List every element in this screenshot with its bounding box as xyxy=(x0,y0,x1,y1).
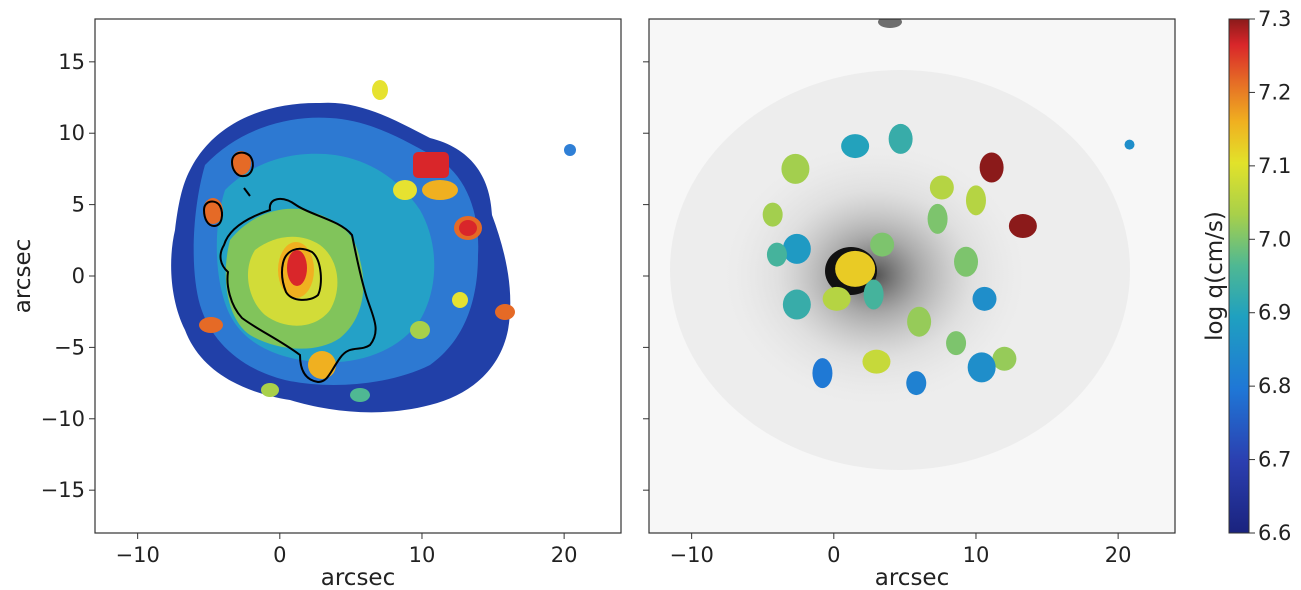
x-tick-label: 10 xyxy=(409,543,436,567)
region xyxy=(766,242,787,267)
contour-center xyxy=(281,247,322,301)
colorbar-tick-label: 6.6 xyxy=(1258,521,1291,545)
region xyxy=(835,250,876,287)
colorbar-tick-label: 7.0 xyxy=(1258,227,1291,251)
y-tick-label: 10 xyxy=(58,121,85,145)
region xyxy=(907,306,932,337)
region xyxy=(946,331,967,356)
contour-upper-left xyxy=(230,151,254,178)
region xyxy=(992,346,1017,371)
region xyxy=(888,123,913,154)
region xyxy=(863,279,884,310)
region xyxy=(1008,214,1037,239)
hotspot xyxy=(413,152,449,178)
region xyxy=(822,286,851,311)
hotspot xyxy=(199,317,223,333)
region xyxy=(954,246,979,277)
colorbar-tick-label: 6.8 xyxy=(1258,374,1291,398)
hotspot xyxy=(459,220,477,236)
hotspot xyxy=(261,383,279,397)
hotspot xyxy=(422,180,458,200)
x-tick-label: −10 xyxy=(115,543,159,567)
colorbar-label: log q(cm/s) xyxy=(1202,211,1228,341)
colorbar-tick-label: 7.1 xyxy=(1258,154,1291,178)
left-panel: −10 0 10 20 15 10 5 0 −5 −10 −15 arcsec arcsec xyxy=(10,18,622,590)
region xyxy=(972,286,997,311)
region xyxy=(781,153,810,184)
region xyxy=(1124,139,1135,150)
y-tick-label: 0 xyxy=(72,264,85,288)
colorbar-ticks: 7.3 7.2 7.1 7.0 6.9 6.8 6.7 6.6 xyxy=(1249,7,1291,545)
colorbar-tick-label: 6.9 xyxy=(1258,301,1291,325)
y-tick-label: −5 xyxy=(54,335,85,359)
colorbar: 7.3 7.2 7.1 7.0 6.9 6.8 6.7 6.6 log q(cm/s) xyxy=(1202,7,1291,545)
region xyxy=(906,371,927,396)
right-x-ticks: −10 0 10 20 xyxy=(669,533,1132,567)
right-y-ticks xyxy=(643,61,649,491)
contours xyxy=(202,151,377,384)
region xyxy=(929,175,954,200)
x-tick-label: 0 xyxy=(827,543,840,567)
region xyxy=(862,349,891,374)
colorbar-bar xyxy=(1228,18,1250,534)
region xyxy=(812,358,833,389)
hotspot xyxy=(308,351,336,379)
contour-left xyxy=(202,200,223,228)
hotspot xyxy=(231,151,251,175)
left-y-ticks: 15 10 5 0 −5 −10 −15 xyxy=(41,50,95,502)
region xyxy=(927,203,948,234)
region xyxy=(782,289,811,320)
region xyxy=(965,185,986,216)
hotspot xyxy=(350,388,370,402)
left-xlabel: arcsec xyxy=(321,565,395,590)
hotspot xyxy=(393,180,417,200)
x-tick-label: 10 xyxy=(963,543,990,567)
hotspot xyxy=(495,304,515,320)
hotspots xyxy=(199,80,576,402)
top-source xyxy=(878,19,902,28)
colorbar-tick-label: 7.3 xyxy=(1258,7,1291,31)
region xyxy=(841,134,870,159)
x-tick-label: 20 xyxy=(551,543,578,567)
hotspot xyxy=(287,250,307,286)
x-tick-label: 20 xyxy=(1105,543,1132,567)
region xyxy=(762,202,783,227)
colorbar-tick-label: 7.2 xyxy=(1258,80,1291,104)
region xyxy=(967,352,996,383)
y-tick-label: −10 xyxy=(41,407,85,431)
y-tick-label: 5 xyxy=(72,193,85,217)
hotspot xyxy=(372,80,388,100)
right-image xyxy=(670,19,1135,470)
left-map xyxy=(171,80,576,413)
regions xyxy=(762,123,1135,396)
region xyxy=(979,152,1004,183)
left-x-ticks: −10 0 10 20 xyxy=(115,533,578,567)
hotspot xyxy=(452,292,468,308)
contour-main xyxy=(219,198,377,384)
x-tick-label: −10 xyxy=(669,543,713,567)
x-tick-label: 0 xyxy=(273,543,286,567)
region xyxy=(782,233,811,264)
right-xlabel: arcsec xyxy=(875,565,949,590)
contour-small xyxy=(243,187,251,197)
hotspot xyxy=(564,144,576,156)
colorbar-tick-label: 6.7 xyxy=(1258,448,1291,472)
left-ylabel: arcsec xyxy=(10,239,36,313)
hotspot xyxy=(410,321,430,339)
region xyxy=(870,232,895,257)
right-panel: −10 0 10 20 arcsec xyxy=(643,18,1176,590)
y-tick-label: −15 xyxy=(41,478,85,502)
y-tick-label: 15 xyxy=(58,50,85,74)
